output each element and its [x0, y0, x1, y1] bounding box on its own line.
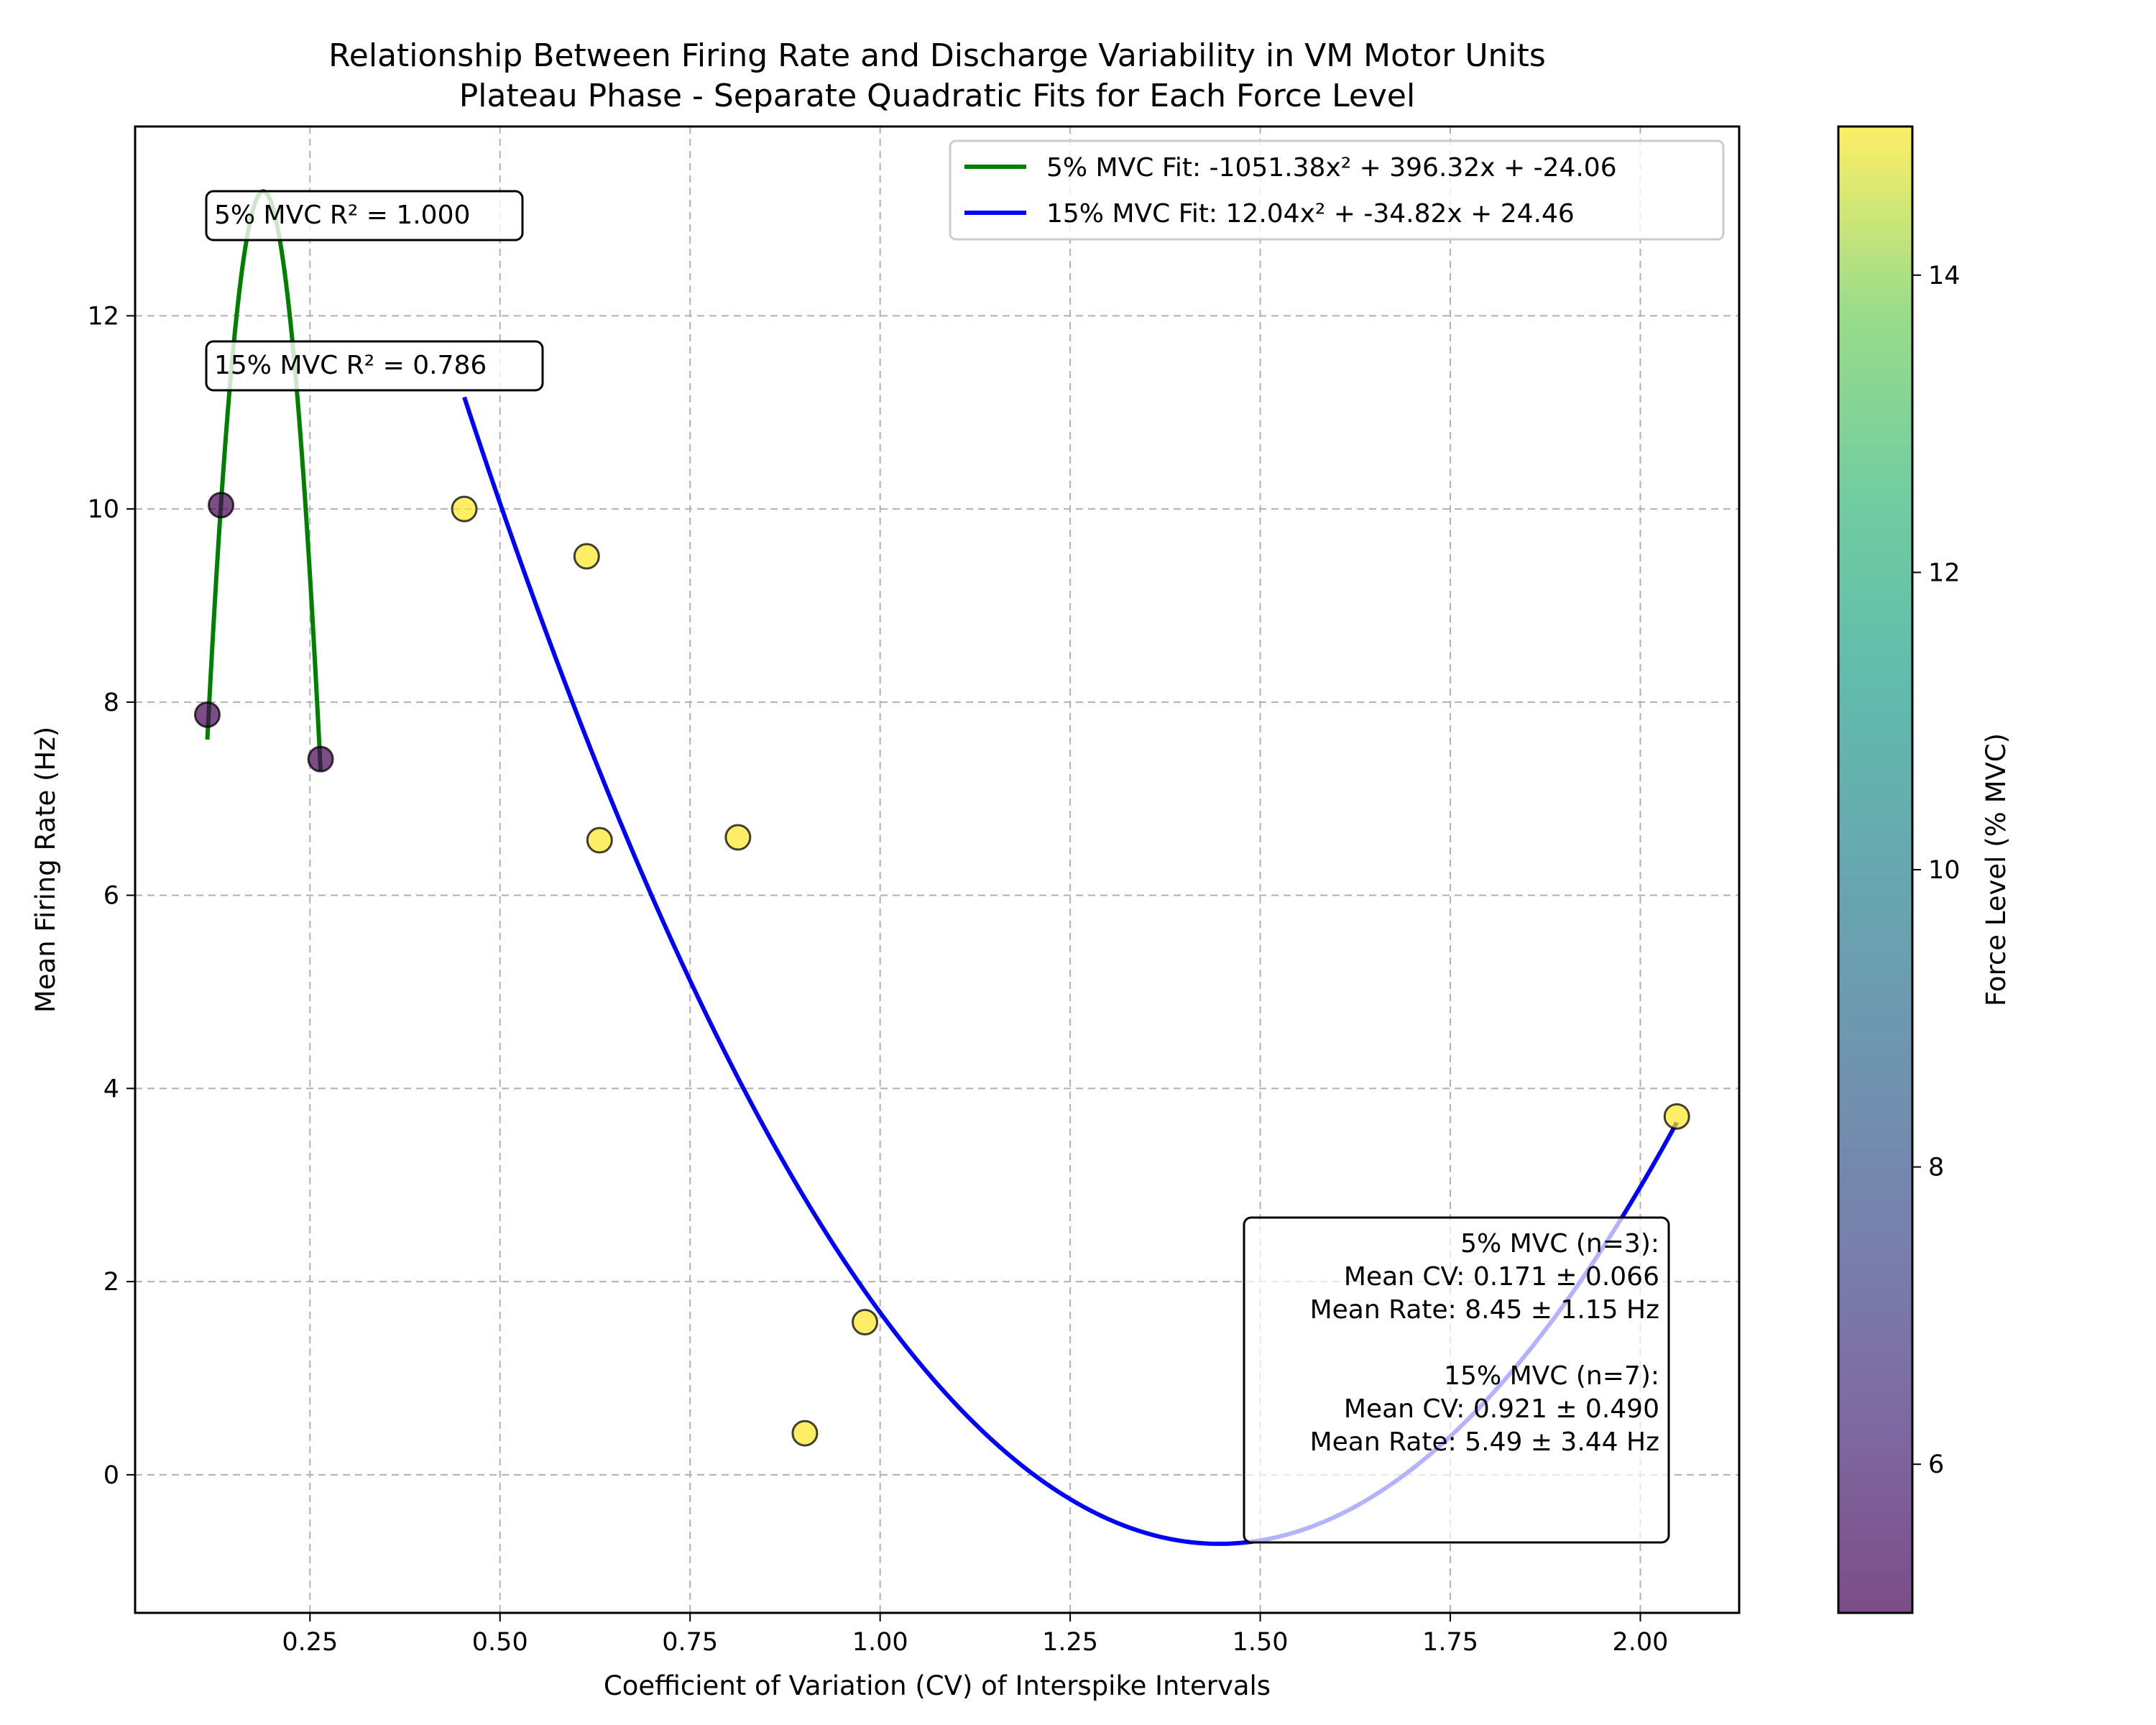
x-tick-label: 1.00: [852, 1628, 908, 1657]
stats-box-frame: [1243, 1216, 1670, 1544]
x-tick-label: 0.75: [662, 1628, 718, 1657]
data-point: [586, 827, 613, 854]
y-tick-label: 10: [87, 495, 119, 524]
x-tick-label: 0.50: [472, 1628, 528, 1657]
data-point: [1663, 1103, 1690, 1130]
r2-box-15: [205, 340, 544, 392]
colorbar-gradient: [1837, 125, 1914, 1614]
stats-box: 5% MVC (n=3):Mean CV: 0.171 ± 0.066Mean …: [1243, 1216, 1670, 1544]
r2-annotation-5: 5% MVC R² = 1.000: [205, 190, 524, 242]
data-points: [193, 492, 1690, 1447]
x-tick-label: 1.50: [1233, 1628, 1289, 1657]
fit-curve-0: [205, 189, 323, 771]
data-point: [852, 1309, 879, 1336]
stats-line: Mean CV: 0.171 ± 0.066: [1344, 1262, 1659, 1292]
y-axis-label: Mean Firing Rate (Hz): [30, 727, 61, 1013]
r2-annotation-15: 15% MVC R² = 0.786: [205, 340, 544, 392]
stats-lines: 5% MVC (n=3):Mean CV: 0.171 ± 0.066Mean …: [1310, 1229, 1659, 1457]
x-axis: 0.25 0.50 0.75 1.00 1.25 1.50 1.75 2.00: [282, 1613, 1668, 1657]
x-tick-label: 0.25: [282, 1628, 338, 1657]
colorbar-tick-label: 6: [1928, 1450, 1944, 1479]
data-point: [451, 495, 478, 523]
y-tick-label: 12: [87, 302, 119, 331]
data-point: [724, 824, 752, 851]
legend: 5% MVC Fit: -1051.38x² + 396.32x + -24.0…: [949, 139, 1725, 241]
y-tick-label: 6: [103, 882, 119, 911]
stats-line: 5% MVC (n=3):: [1460, 1229, 1659, 1259]
stats-line: 15% MVC (n=7):: [1444, 1361, 1659, 1391]
r2-label-15: 15% MVC R² = 0.786: [214, 351, 487, 380]
data-point: [573, 543, 600, 570]
r2-label-5: 5% MVC R² = 1.000: [214, 201, 470, 230]
colorbar-tick-label: 14: [1928, 262, 1961, 290]
data-point: [193, 701, 221, 728]
legend-label-15: 15% MVC Fit: 12.04x² + -34.82x + 24.46: [1046, 199, 1575, 229]
colorbar-tick-label: 12: [1928, 558, 1961, 587]
colorbar-label: Force Level (% MVC): [1981, 733, 2012, 1006]
colorbar-tick-label: 10: [1928, 856, 1961, 885]
y-tick-label: 4: [103, 1075, 119, 1103]
x-tick-label: 2.00: [1613, 1628, 1669, 1657]
x-tick-label: 1.25: [1042, 1628, 1098, 1657]
stats-line: Mean CV: 0.921 ± 0.490: [1344, 1394, 1659, 1424]
y-tick-label: 0: [103, 1461, 119, 1490]
stats-line: Mean Rate: 5.49 ± 3.44 Hz: [1310, 1427, 1659, 1457]
chart-subtitle: Plateau Phase - Separate Quadratic Fits …: [459, 78, 1415, 114]
x-axis-label: Coefficient of Variation (CV) of Intersp…: [604, 1670, 1271, 1701]
data-point: [307, 745, 334, 773]
y-tick-label: 8: [103, 689, 119, 717]
y-axis: 0 2 4 6 8 10 12: [87, 302, 135, 1490]
y-tick-label: 2: [103, 1268, 119, 1297]
x-tick-label: 1.75: [1422, 1628, 1478, 1657]
colorbar-tick-label: 8: [1928, 1154, 1944, 1182]
colorbar-ticks: 6 8 10 12 14: [1912, 262, 1961, 1479]
legend-label-5: 5% MVC Fit: -1051.38x² + 396.32x + -24.0…: [1046, 153, 1617, 183]
chart-title: Relationship Between Firing Rate and Dis…: [328, 37, 1546, 74]
legend-frame: [949, 139, 1725, 241]
data-point: [791, 1420, 819, 1447]
r2-box-5: [205, 190, 524, 242]
stats-line: Mean Rate: 8.45 ± 1.15 Hz: [1310, 1295, 1659, 1325]
plot-frame: [134, 125, 1741, 1614]
data-point: [208, 492, 235, 519]
